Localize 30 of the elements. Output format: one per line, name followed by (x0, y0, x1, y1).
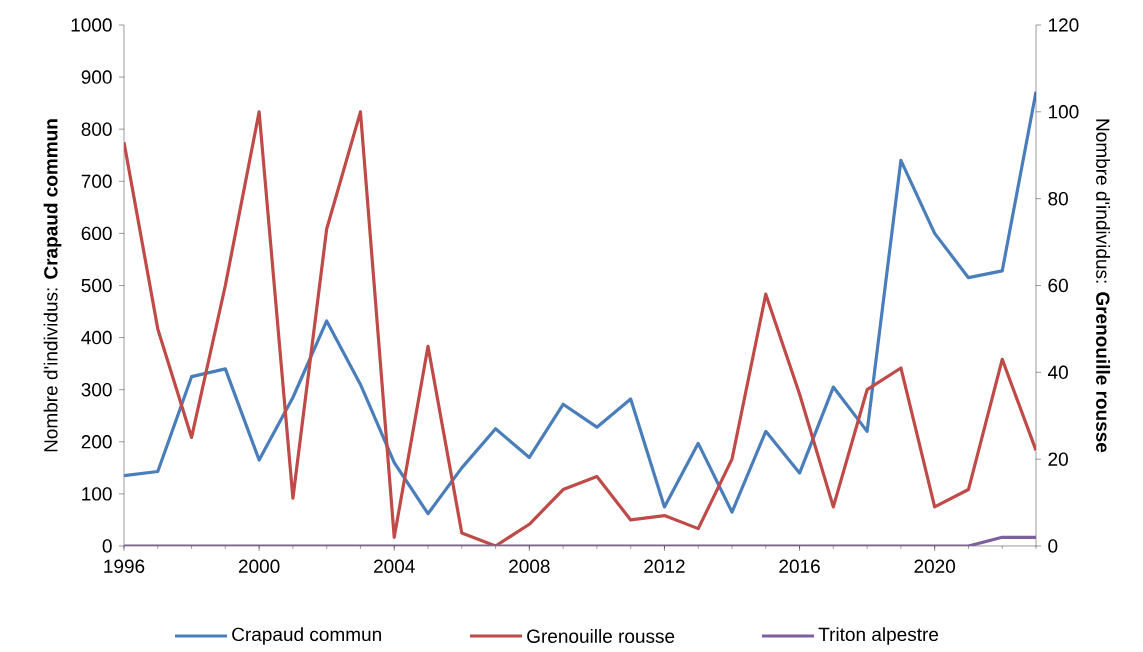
legend-label: Grenouille rousse (527, 629, 675, 643)
y2-tick-label: 0 (1048, 539, 1058, 553)
y2-tick-label: 100 (1048, 105, 1079, 119)
y-tick-label: 900 (81, 70, 112, 84)
y2-tick-label: 60 (1048, 278, 1068, 293)
x-tick-label: 2004 (374, 559, 415, 573)
y-tick-label: 0 (102, 539, 112, 553)
y2-tick-label: 40 (1047, 365, 1068, 380)
legend-label: Triton alpestre (818, 627, 939, 645)
x-tick-label: 2016 (779, 559, 820, 573)
x-tick-label: 2012 (644, 559, 685, 573)
y-tick-label: 400 (81, 330, 112, 345)
y-tick-label: 800 (81, 122, 112, 136)
y2-tick-label: 120 (1048, 18, 1079, 32)
y-tick-label: 1000 (71, 18, 112, 32)
y-tick-label: 500 (81, 278, 112, 293)
y-tick-label: 100 (82, 487, 112, 501)
y2-tick-label: 20 (1048, 452, 1068, 466)
y-tick-label: 200 (81, 435, 112, 449)
x-tick-label: 2000 (238, 559, 280, 573)
y2-axis-title: Nombre d'individus: Grenouille rousse (1096, 119, 1111, 453)
x-tick-label: 2008 (509, 559, 550, 573)
x-tick-label: 2020 (914, 559, 956, 573)
y-tick-label: 600 (81, 226, 112, 241)
x-tick-label: 1996 (104, 559, 145, 573)
y-tick-label: 300 (81, 382, 112, 397)
y-axis-title: Nombre d'individus: Crapaud commun (43, 119, 62, 452)
legend-label: Crapaud commun (232, 627, 381, 645)
y-tick-label: 700 (81, 174, 112, 189)
y2-tick-label: 80 (1048, 191, 1068, 206)
